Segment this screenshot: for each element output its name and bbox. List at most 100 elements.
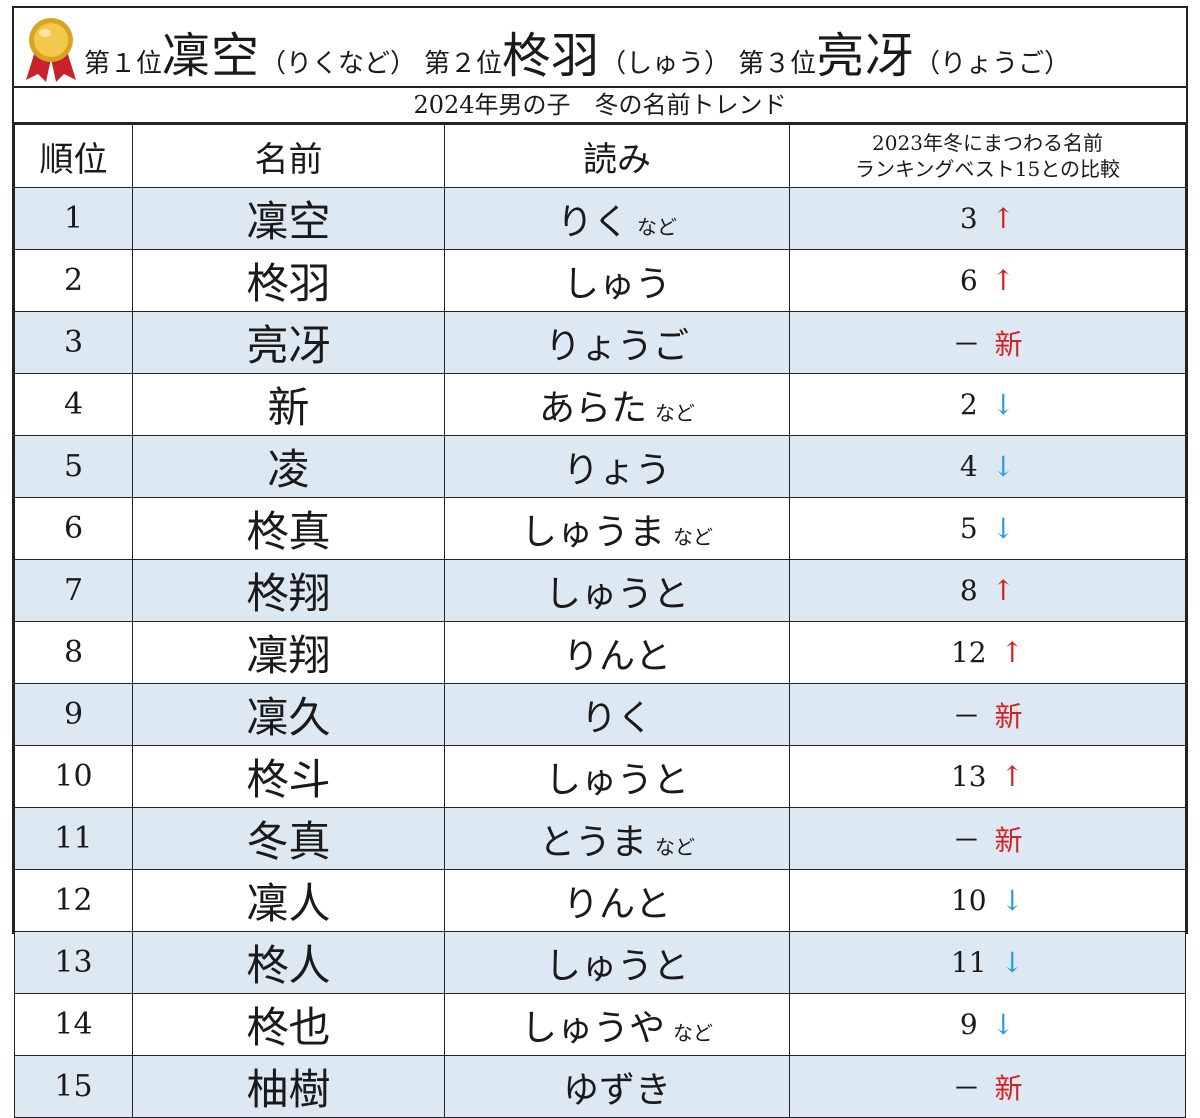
- reading-cell: りく: [444, 683, 790, 746]
- reading-text: りく: [556, 201, 629, 243]
- third-place-reading: （りょうご）: [914, 49, 1071, 79]
- reading-cell: しゅうと: [444, 931, 790, 994]
- arrow-down-icon: ↓: [991, 450, 1016, 483]
- reading-cell: りょうご: [444, 311, 790, 374]
- table-row: 10 柊斗 しゅうと 13 ↑: [14, 745, 1186, 808]
- table-subtitle: 2024年男の子 冬の名前トレンド: [14, 88, 1186, 124]
- previous-rank: －: [952, 1071, 981, 1105]
- header-rank: 順位: [14, 124, 133, 188]
- table-row: 9 凜久 りく－新: [14, 683, 1186, 746]
- rank-cell: 12: [14, 869, 133, 932]
- second-place-prefix: 第２位: [424, 49, 503, 79]
- reading-text: しゅう: [562, 263, 671, 305]
- table-row: 6 柊真 しゅうま など 5 ↓: [14, 497, 1186, 560]
- name-cell: 柊翔: [132, 559, 445, 622]
- table-row: 15 柚樹 ゆずき－新: [14, 1055, 1186, 1118]
- second-place-name: 柊羽: [502, 28, 601, 84]
- reading-text: しゅうま: [520, 511, 665, 553]
- reading-text: しゅうや: [520, 1007, 665, 1049]
- compare-cell: 6 ↑: [789, 249, 1186, 312]
- name-cell: 凜空: [132, 187, 445, 250]
- ranking-sheet: 第１位 凜空 （りくなど） 第２位 柊羽 （しゅう） 第３位 亮冴 （りょうご）…: [12, 6, 1188, 1118]
- arrow-up-icon: ↑: [1000, 760, 1025, 793]
- new-entry-badge: 新: [994, 1071, 1023, 1105]
- reading-suffix: など: [655, 834, 695, 859]
- name-cell: 柊斗: [132, 745, 445, 808]
- compare-cell: －新: [789, 683, 1186, 746]
- name-cell: 冬真: [132, 807, 445, 870]
- reading-text: りょうご: [544, 325, 689, 367]
- reading-cell: しゅうと: [444, 559, 790, 622]
- previous-rank: 11: [950, 946, 987, 979]
- previous-rank: 2: [959, 388, 978, 421]
- rank-cell: 1: [14, 187, 133, 250]
- table-row: 4 新あらた など 2 ↓: [14, 373, 1186, 436]
- table-row: 7 柊翔 しゅうと 8 ↑: [14, 559, 1186, 622]
- previous-rank: 6: [959, 264, 978, 297]
- gold-medal-icon: [26, 18, 76, 82]
- third-place-name: 亮冴: [816, 28, 915, 84]
- previous-rank: 9: [959, 1008, 978, 1041]
- reading-cell: りく など: [444, 187, 790, 250]
- arrow-down-icon: ↓: [1000, 884, 1025, 917]
- table-row: 8 凜翔 りんと 12 ↑: [14, 621, 1186, 684]
- name-cell: 凜人: [132, 869, 445, 932]
- header-name: 名前: [132, 124, 445, 188]
- arrow-up-icon: ↑: [991, 574, 1016, 607]
- rank-cell: 6: [14, 497, 133, 560]
- previous-rank: －: [952, 699, 981, 733]
- header-compare-line2: ランキングベスト15との比較: [854, 157, 1121, 181]
- name-cell: 柊人: [132, 931, 445, 994]
- arrow-up-icon: ↑: [991, 202, 1016, 235]
- compare-cell: 11 ↓: [789, 931, 1186, 994]
- reading-cell: あらた など: [444, 373, 790, 436]
- name-cell: 凜久: [132, 683, 445, 746]
- arrow-down-icon: ↓: [991, 1008, 1016, 1041]
- reading-text: りょう: [562, 449, 671, 491]
- rank-cell: 13: [14, 931, 133, 994]
- reading-text: りんと: [562, 883, 671, 925]
- compare-cell: －新: [789, 807, 1186, 870]
- reading-cell: しゅうと: [444, 745, 790, 808]
- table-row: 5 凌りょう 4 ↓: [14, 435, 1186, 498]
- name-cell: 亮冴: [132, 311, 445, 374]
- reading-cell: しゅうや など: [444, 993, 790, 1056]
- previous-rank: 13: [950, 760, 987, 793]
- rank-cell: 10: [14, 745, 133, 808]
- rank-cell: 2: [14, 249, 133, 312]
- previous-rank: －: [952, 823, 981, 857]
- table-row: 2 柊羽 しゅう 6 ↑: [14, 249, 1186, 312]
- first-place-prefix: 第１位: [84, 49, 163, 79]
- table-row: 1 凜空 りく など 3 ↑: [14, 187, 1186, 250]
- reading-cell: とうま など: [444, 807, 790, 870]
- reading-text: しゅうと: [544, 573, 689, 615]
- arrow-down-icon: ↓: [1000, 946, 1025, 979]
- previous-rank: 3: [959, 202, 978, 235]
- previous-rank: 4: [959, 450, 978, 483]
- arrow-up-icon: ↑: [991, 264, 1016, 297]
- rank-cell: 3: [14, 311, 133, 374]
- reading-text: りんと: [562, 635, 671, 677]
- second-place-reading: （しゅう）: [600, 49, 731, 79]
- previous-rank: 5: [959, 512, 978, 545]
- first-place-reading: （りくなど）: [260, 49, 417, 79]
- rank-cell: 9: [14, 683, 133, 746]
- compare-cell: 9 ↓: [789, 993, 1186, 1056]
- previous-rank: 12: [950, 636, 987, 669]
- previous-rank: 8: [959, 574, 978, 607]
- reading-cell: りんと: [444, 621, 790, 684]
- name-cell: 柊也: [132, 993, 445, 1056]
- rank-cell: 11: [14, 807, 133, 870]
- table-row: 3 亮冴 りょうご －新: [14, 311, 1186, 374]
- previous-rank: 10: [950, 884, 987, 917]
- name-cell: 新: [132, 373, 445, 436]
- reading-text: しゅうと: [544, 945, 689, 987]
- reading-text: ゆずき: [562, 1069, 671, 1111]
- compare-cell: 10 ↓: [789, 869, 1186, 932]
- first-place-name: 凜空: [162, 28, 261, 84]
- ranking-rows: 1 凜空 りく など 3 ↑ 2 柊羽 しゅう 6 ↑ 3 亮冴 りょうご－新 4 新あらた など 2 ↓ 5 凌りょう…: [14, 187, 1186, 1118]
- rank-cell: 7: [14, 559, 133, 622]
- new-entry-badge: 新: [994, 699, 1023, 733]
- table-row: 14 柊也 しゅうや など 9 ↓: [14, 993, 1186, 1056]
- compare-cell: －新: [789, 311, 1186, 374]
